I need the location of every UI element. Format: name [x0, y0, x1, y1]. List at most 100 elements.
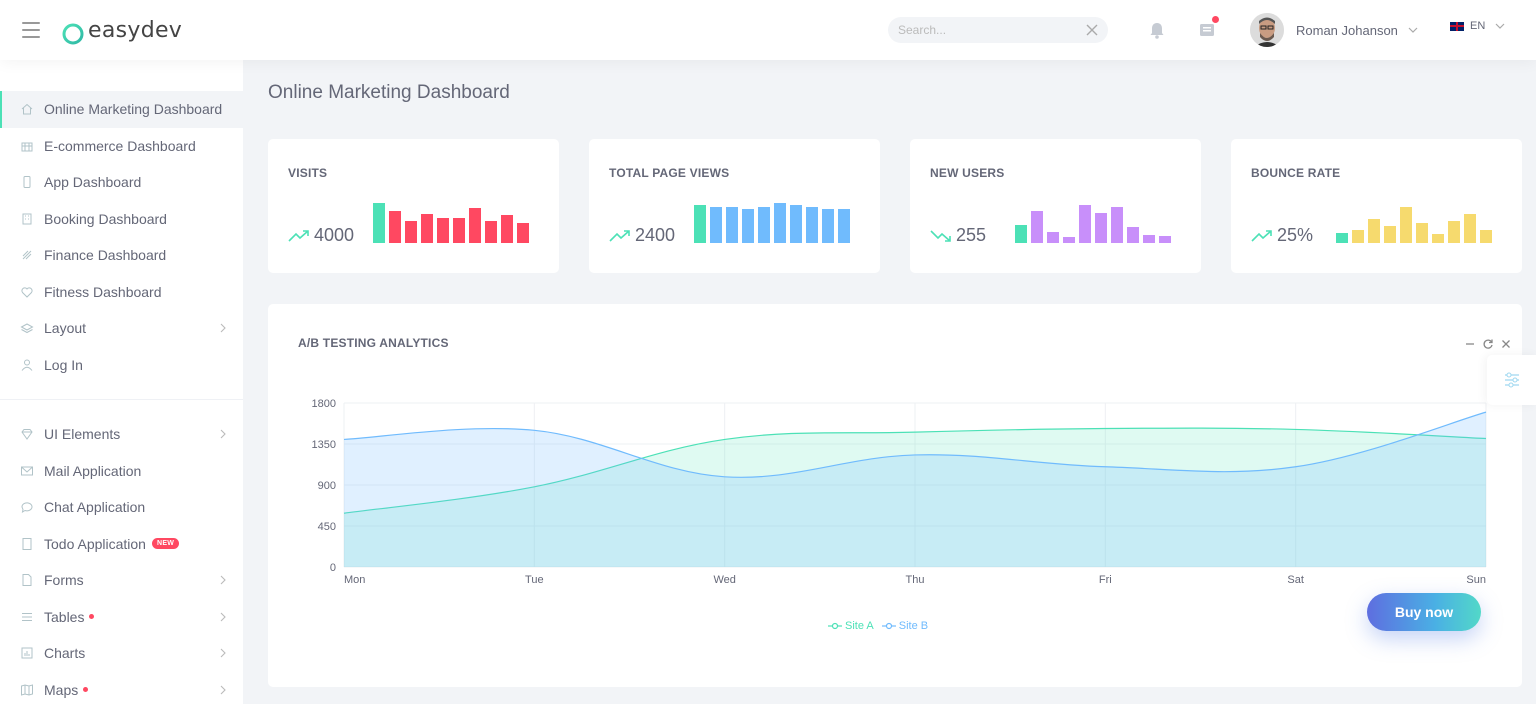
search-box[interactable] [888, 17, 1108, 43]
diamond-icon [21, 429, 33, 441]
mini-bar[interactable] [774, 203, 786, 243]
sidebar-item-online-marketing-dashboard[interactable]: Online Marketing Dashboard [0, 91, 243, 128]
mini-bar[interactable] [838, 209, 850, 243]
menu-toggle-icon[interactable] [22, 22, 40, 38]
mini-bar[interactable] [1336, 233, 1348, 243]
mini-bar[interactable] [1015, 225, 1027, 243]
messages-button[interactable] [1197, 16, 1219, 40]
x-tick-label: Sat [1287, 574, 1304, 586]
mini-bar[interactable] [1464, 214, 1476, 243]
series-line-site-a[interactable] [343, 427, 1487, 514]
mini-bar[interactable] [421, 214, 433, 243]
profile-menu[interactable]: Roman Johanson [1250, 12, 1418, 48]
sidebar-item-label: App Dashboard [44, 174, 142, 191]
mini-bar[interactable] [1111, 207, 1123, 243]
envelope-icon [21, 466, 33, 476]
page-title: Online Marketing Dashboard [268, 82, 510, 103]
sidebar-item-maps[interactable]: Maps [0, 672, 243, 704]
search-input[interactable] [898, 23, 1078, 37]
legend-label: Site A [845, 620, 874, 632]
mini-bar[interactable] [1416, 223, 1428, 243]
store-icon [21, 142, 33, 152]
sidebar-item-finance-dashboard[interactable]: Finance Dashboard [0, 237, 243, 274]
stat-card-visits: VISITS 4000 [268, 139, 559, 273]
chevron-right-icon [220, 685, 226, 694]
notification-dot [83, 687, 89, 693]
mini-bar[interactable] [1159, 236, 1171, 243]
sidebar-item-chat-application[interactable]: Chat Application [0, 489, 243, 526]
mini-bar[interactable] [822, 209, 834, 243]
legend-marker-icon [828, 622, 842, 630]
sidebar-item-e-commerce-dashboard[interactable]: E-commerce Dashboard [0, 128, 243, 165]
mini-bar[interactable] [1047, 232, 1059, 243]
mini-bar[interactable] [501, 215, 513, 243]
mini-bar[interactable] [469, 208, 481, 243]
sidebar-item-fitness-dashboard[interactable]: Fitness Dashboard [0, 274, 243, 311]
ab-testing-card: A/B TESTING ANALYTICS 0 450 900 1350 1800 Mon… [268, 304, 1522, 687]
minimize-icon[interactable] [1464, 338, 1476, 350]
sidebar-item-forms[interactable]: Forms [0, 562, 243, 599]
mini-bar[interactable] [1384, 226, 1396, 243]
buy-now-button[interactable]: Buy now [1367, 593, 1481, 631]
language-selector[interactable]: EN [1450, 20, 1505, 32]
notification-dot [1212, 16, 1219, 23]
sidebar-item-todo-application[interactable]: Todo Application NEW [0, 526, 243, 563]
stat-title: NEW USERS [930, 166, 1005, 180]
mini-bar[interactable] [790, 205, 802, 243]
ab-testing-title: A/B TESTING ANALYTICS [298, 336, 449, 350]
mini-bar[interactable] [437, 218, 449, 243]
refresh-icon[interactable] [1482, 338, 1494, 350]
sidebar-group-apps: UI Elements Mail Application Chat Applicat… [0, 399, 243, 704]
mini-bar[interactable] [1352, 230, 1364, 243]
mini-bar[interactable] [1432, 234, 1444, 243]
mini-bar[interactable] [1143, 235, 1155, 243]
mini-bar[interactable] [726, 207, 738, 243]
mini-bar[interactable] [1079, 205, 1091, 243]
mini-bar[interactable] [1400, 207, 1412, 243]
stat-title: VISITS [288, 166, 328, 180]
sidebar-item-booking-dashboard[interactable]: Booking Dashboard [0, 201, 243, 238]
close-icon[interactable] [1500, 338, 1512, 350]
mini-bar[interactable] [1063, 237, 1075, 243]
mini-bar[interactable] [1127, 227, 1139, 243]
legend-item-site-b[interactable]: Site B [881, 620, 928, 632]
mini-bar[interactable] [1031, 211, 1043, 243]
mini-bar[interactable] [1368, 219, 1380, 243]
close-icon[interactable] [1084, 22, 1100, 38]
logo[interactable]: easydev [60, 12, 182, 48]
sidebar-item-label: Maps [44, 681, 79, 698]
stat-card-new-users: NEW USERS 255 [910, 139, 1201, 273]
mini-bar[interactable] [405, 221, 417, 243]
sidebar-item-log-in[interactable]: Log In [0, 347, 243, 384]
chevron-right-icon [220, 429, 226, 439]
sidebar-item-mail-application[interactable]: Mail Application [0, 453, 243, 490]
legend-item-site-a[interactable]: Site A [828, 620, 874, 632]
mini-bar-chart [373, 203, 529, 243]
mini-bar[interactable] [1480, 230, 1492, 243]
chevron-down-icon [1408, 27, 1418, 33]
sidebar-item-ui-elements[interactable]: UI Elements [0, 416, 243, 453]
mini-bar[interactable] [517, 223, 529, 243]
mini-bar[interactable] [758, 207, 770, 243]
theme-settings-button[interactable] [1487, 355, 1536, 405]
mini-bar[interactable] [710, 207, 722, 243]
mini-bar[interactable] [453, 218, 465, 243]
series-line-site-b[interactable] [343, 411, 1487, 478]
sidebar-item-charts[interactable]: Charts [0, 635, 243, 672]
mini-bar[interactable] [694, 205, 706, 243]
mini-bar[interactable] [1095, 213, 1107, 243]
mini-bar[interactable] [1448, 221, 1460, 243]
mini-bar[interactable] [389, 211, 401, 243]
list-icon [22, 612, 32, 621]
stat-value: 4000 [314, 225, 355, 245]
mini-bar[interactable] [373, 203, 385, 243]
sidebar-item-tables[interactable]: Tables [0, 599, 243, 636]
sidebar-item-layout[interactable]: Layout [0, 310, 243, 347]
sidebar-item-app-dashboard[interactable]: App Dashboard [0, 164, 243, 201]
bell-icon[interactable] [1147, 20, 1167, 40]
mini-bar[interactable] [806, 207, 818, 243]
sidebar-item-label: Booking Dashboard [44, 210, 167, 227]
sidebar-item-label: Forms [44, 572, 84, 589]
mini-bar[interactable] [485, 221, 497, 243]
mini-bar[interactable] [742, 209, 754, 243]
